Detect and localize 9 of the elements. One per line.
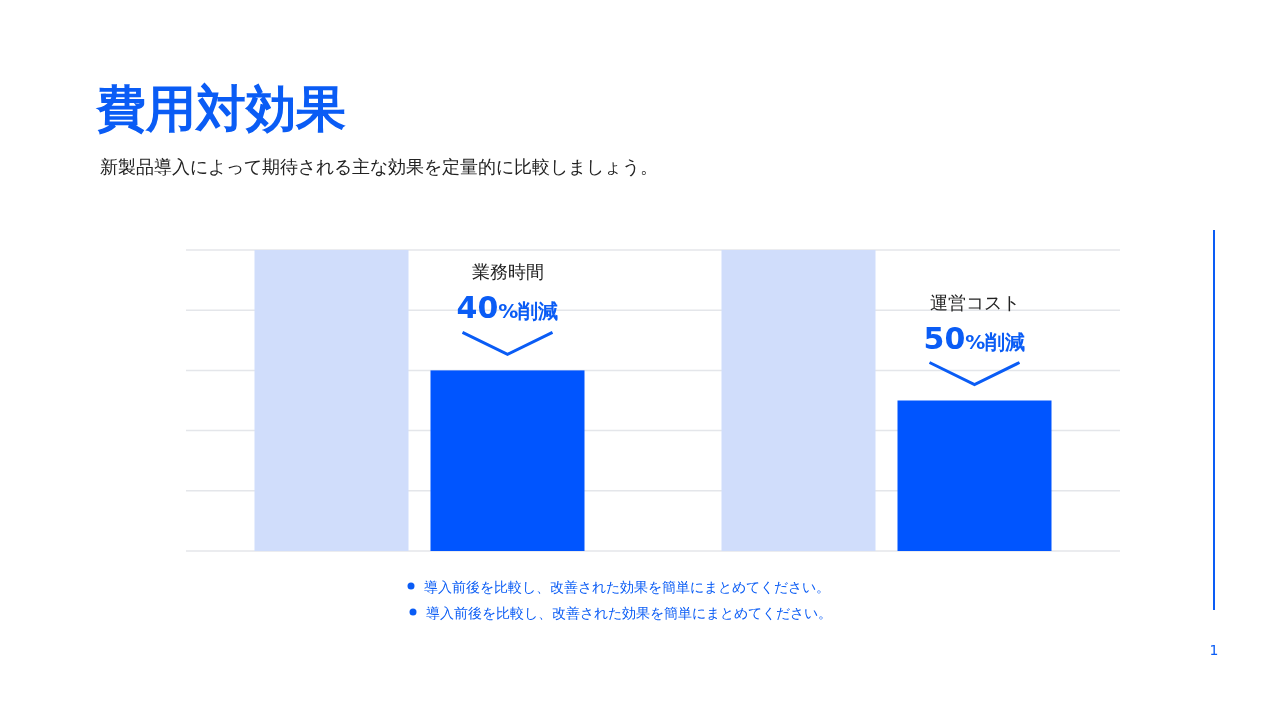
text: 1 <box>1209 642 1219 658</box>
chart-title: 費用対効果 <box>95 80 346 138</box>
annotation: 40%削減 <box>456 290 559 326</box>
text: 導入前後を比較し、改善された効果を簡単にまとめてください。 <box>426 605 832 621</box>
text: 導入前後を比較し、改善された効果を簡単にまとめてください。 <box>424 579 830 595</box>
annotation: 50%削減 <box>923 320 1026 356</box>
annotation: 運営コスト <box>929 291 1020 313</box>
annotation: 業務時間 <box>471 261 544 283</box>
chart-subtitle: 新製品導入によって期待される主な効果を定量的に比較しましょう。 <box>100 156 658 177</box>
